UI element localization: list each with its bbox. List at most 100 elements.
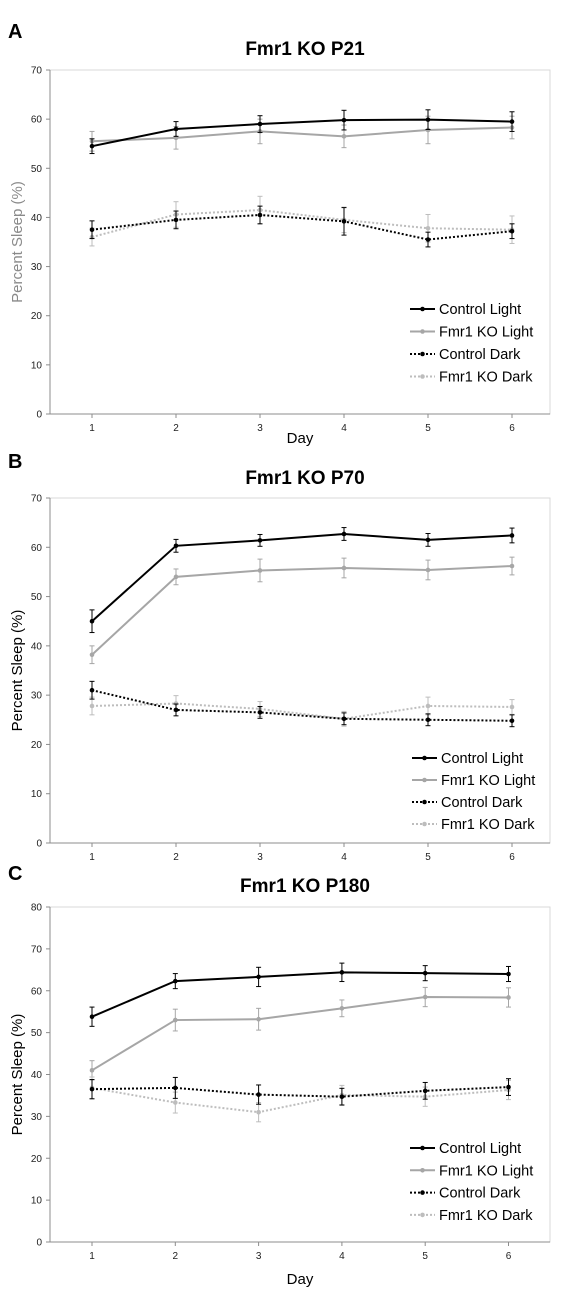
series-fmr1-ko-light — [89, 986, 511, 1081]
legend-item: Fmr1 KO Light — [412, 773, 535, 789]
legend-swatch-marker — [420, 1168, 425, 1173]
y-tick-label: 30 — [31, 262, 43, 273]
y-tick-label: 50 — [31, 164, 43, 175]
legend-item: Fmr1 KO Light — [410, 325, 533, 341]
y-tick-label: 20 — [31, 740, 43, 751]
panel-label: A — [8, 21, 22, 43]
legend-label: Control Light — [439, 1141, 521, 1157]
data-point — [173, 1085, 178, 1091]
legend: Control Light Fmr1 KO Light Control Dark Fm… — [410, 302, 533, 386]
data-point — [89, 143, 95, 149]
x-tick-label: 6 — [506, 1251, 512, 1262]
series-control-dark — [89, 1076, 511, 1106]
chart-title: Fmr1 KO P70 — [245, 468, 364, 489]
y-tick-label: 10 — [31, 789, 43, 800]
data-point — [89, 703, 95, 709]
legend: Control Light Fmr1 KO Light Control Dark Fm… — [410, 1141, 533, 1224]
x-tick-label: 5 — [425, 852, 431, 863]
data-point — [173, 543, 179, 549]
series-fmr1-ko-dark — [89, 195, 515, 247]
legend-label: Control Light — [439, 302, 521, 318]
data-point — [341, 531, 347, 537]
legend-label: Fmr1 KO Dark — [439, 370, 533, 386]
data-point — [257, 710, 263, 715]
data-point — [89, 652, 95, 658]
data-point — [256, 1092, 261, 1097]
legend-label: Fmr1 KO Light — [439, 325, 533, 341]
legend-item: Control Dark — [410, 347, 521, 363]
data-point — [89, 1068, 95, 1073]
panel-a: A Fmr1 KO P21 0 10 20 30 40 50 60 70 1 2 3 4 5 6 Day Perc… — [8, 21, 551, 447]
legend-label: Control Dark — [441, 795, 523, 811]
data-point — [509, 228, 515, 234]
x-axis-label: Day — [287, 1271, 314, 1288]
legend-label: Fmr1 KO Dark — [441, 817, 535, 833]
data-point — [341, 219, 347, 224]
data-point — [509, 718, 515, 724]
series-line — [91, 118, 513, 148]
chart-title: Fmr1 KO P21 — [245, 39, 365, 60]
legend: Control Light Fmr1 KO Light Control Dark Fm… — [412, 751, 535, 833]
data-point — [425, 237, 431, 242]
y-tick-label: 30 — [31, 691, 43, 702]
data-point — [422, 1088, 428, 1094]
data-point — [173, 217, 179, 223]
data-point — [425, 117, 431, 122]
y-tick-label: 0 — [36, 839, 42, 850]
y-tick-label: 60 — [31, 115, 43, 126]
series-line — [91, 532, 513, 622]
x-tick-label: 1 — [89, 423, 95, 434]
series-control-light — [89, 527, 515, 634]
x-axis-label: Day — [287, 430, 314, 447]
legend-item: Fmr1 KO Dark — [410, 370, 533, 386]
data-point — [173, 1100, 178, 1105]
data-point — [425, 703, 431, 709]
data-point — [506, 1084, 511, 1090]
series-control-light — [89, 109, 515, 155]
legend-swatch-marker — [420, 351, 425, 357]
data-point — [339, 1094, 345, 1099]
legend-swatch-marker — [422, 799, 427, 805]
y-tick-label: 40 — [31, 213, 43, 224]
y-tick-label: 40 — [31, 641, 43, 652]
legend-item: Control Light — [412, 751, 523, 767]
data-point — [257, 568, 263, 573]
y-tick-label: 30 — [31, 1112, 43, 1123]
x-tick-label: 3 — [257, 423, 263, 434]
data-point — [89, 618, 95, 624]
x-tick-label: 1 — [89, 1251, 95, 1262]
series-line — [91, 689, 513, 722]
legend-item: Fmr1 KO Dark — [412, 817, 535, 833]
data-point — [341, 117, 347, 123]
panel-label: B — [8, 451, 22, 473]
data-point — [341, 565, 347, 571]
series-line — [91, 213, 513, 241]
x-tick-label: 4 — [341, 423, 347, 434]
y-tick-label: 0 — [36, 1238, 42, 1249]
data-point — [256, 974, 261, 980]
legend-item: Control Dark — [412, 795, 523, 811]
legend-swatch-marker — [420, 1190, 425, 1195]
y-tick-label: 0 — [36, 410, 42, 421]
data-point — [173, 1017, 178, 1023]
legend-label: Fmr1 KO Dark — [439, 1208, 533, 1224]
data-point — [422, 970, 428, 976]
data-point — [257, 121, 263, 127]
data-point — [509, 533, 515, 538]
legend-swatch-marker — [420, 1212, 425, 1218]
y-axis-label: Percent Sleep (%) — [9, 1014, 26, 1136]
legend-item: Fmr1 KO Dark — [410, 1208, 533, 1224]
y-tick-label: 10 — [31, 360, 43, 371]
legend-swatch-marker — [420, 1145, 425, 1151]
legend-swatch-marker — [422, 777, 427, 783]
legend-item: Control Light — [410, 302, 521, 318]
data-point — [506, 971, 511, 977]
x-tick-label: 2 — [173, 1251, 179, 1262]
data-point — [173, 126, 179, 132]
legend-swatch-marker — [420, 306, 425, 312]
y-tick-label: 10 — [31, 1196, 43, 1207]
series-line — [91, 209, 513, 239]
panel-c: C Fmr1 KO P180 0 10 20 30 40 50 60 70 80 1 2 3 4 5 6 Day P… — [8, 863, 551, 1288]
y-tick-label: 70 — [31, 494, 43, 505]
